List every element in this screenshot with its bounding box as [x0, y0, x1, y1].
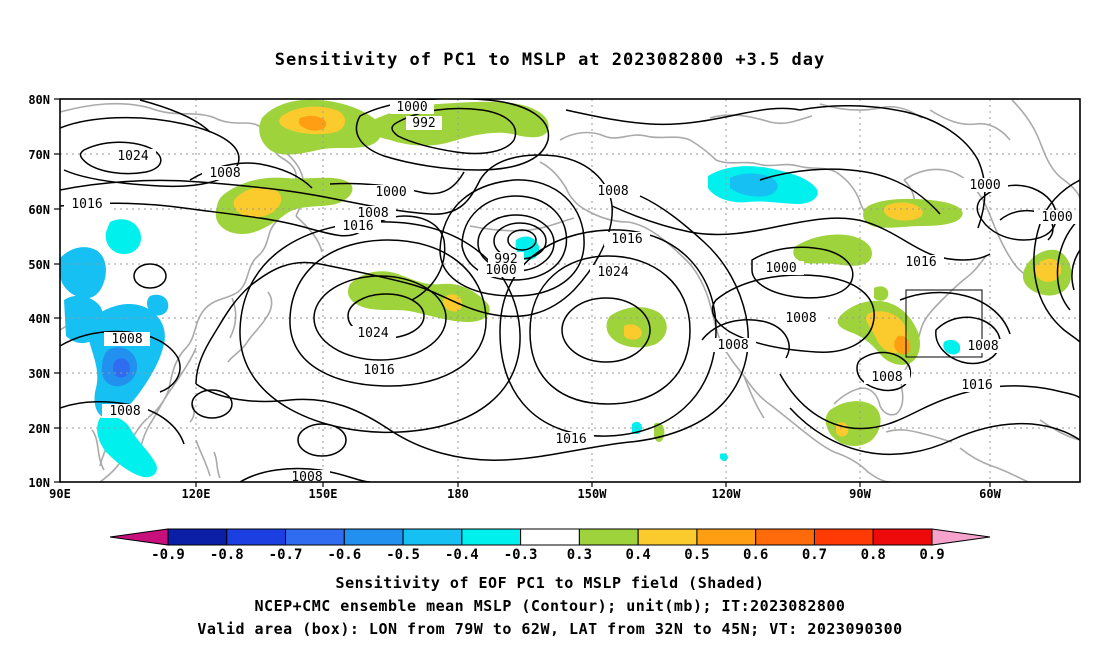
contour-label: 1008 [111, 332, 142, 347]
contour-label: 1016 [363, 363, 394, 378]
contour-label: 1000 [765, 261, 796, 276]
colorbar-cell [578, 528, 639, 546]
colorbar-cell [813, 528, 874, 546]
contour-label: 992 [412, 116, 435, 131]
plot-frame [59, 98, 1081, 483]
colorbar-label: -0.8 [210, 547, 244, 563]
contour-label: 1024 [597, 265, 628, 280]
colorbar-label: -0.7 [269, 547, 303, 563]
contour-label: 1024 [117, 149, 148, 164]
neg-region-core [113, 358, 130, 378]
contour-label: 1008 [785, 311, 816, 326]
contour-label: 1008 [209, 166, 240, 181]
neg-region [105, 219, 142, 254]
contour-label: 1000 [485, 263, 516, 278]
gridlines [60, 99, 1080, 482]
pos-region-strong [624, 324, 642, 340]
lat-tick: 40N [28, 312, 50, 326]
contour-label: 1024 [357, 326, 388, 341]
lat-tick: 50N [28, 258, 50, 272]
colorbar-label: 0.8 [861, 547, 886, 563]
contour-label: 1000 [969, 178, 1000, 193]
pos-region [793, 234, 872, 266]
contour-label: 1016 [71, 197, 102, 212]
colorbar-label: 0.3 [567, 547, 592, 563]
contour-label: 1016 [555, 432, 586, 447]
contour-label: 1008 [597, 184, 628, 199]
map-title: Sensitivity of PC1 to MSLP at 2023082800… [274, 50, 826, 70]
colorbar-cell [637, 528, 698, 546]
footer-line-3: Valid area (box): LON from 79W to 62W, L… [197, 620, 903, 638]
colorbar-cell [520, 528, 580, 546]
lon-tick: 120E [182, 487, 211, 501]
lon-tick: 150W [578, 487, 608, 501]
colorbar-cell [461, 528, 522, 546]
lat-tick: 20N [28, 422, 50, 436]
colorbar-label: -0.6 [327, 547, 361, 563]
colorbar-cell [872, 528, 933, 546]
pos-region-strong [1034, 258, 1062, 282]
lon-tick: 60W [979, 487, 1001, 501]
colorbar-cell [167, 528, 228, 546]
colorbar-low-arrow [109, 528, 169, 546]
pos-region-strong [883, 202, 923, 221]
contour-label: 1000 [396, 100, 427, 115]
contour-label: 1008 [291, 470, 322, 485]
contour-labels: 1000 992 1024 1008 1016 1000 1008 1016 1… [64, 100, 1080, 485]
lon-tick: 180 [447, 487, 469, 501]
colorbar-label: -0.4 [445, 547, 479, 563]
footer-line-2: NCEP+CMC ensemble mean MSLP (Contour); u… [254, 597, 846, 615]
colorbar-label: 0.4 [626, 547, 651, 563]
pos-region [874, 286, 889, 301]
colorbar-label: 0.7 [802, 547, 827, 563]
contour-label: 1008 [109, 404, 140, 419]
colorbar: -0.9 -0.8 -0.7 -0.6 -0.5 -0.4 -0.3 0.3 0.4 0.5 0.6… [109, 528, 991, 563]
footer-line-1: Sensitivity of EOF PC1 to MSLP field (Sh… [335, 574, 765, 592]
contour-label: 1008 [871, 370, 902, 385]
lat-tick: 80N [28, 93, 50, 107]
colorbar-cell [696, 528, 757, 546]
colorbar-high-arrow [931, 528, 991, 546]
lon-tick: 90W [849, 487, 871, 501]
lon-tick: 90E [49, 487, 71, 501]
colorbar-cell [285, 528, 345, 546]
colorbar-label: -0.3 [504, 547, 538, 563]
colorbar-label: -0.5 [386, 547, 420, 563]
colorbar-cell [226, 528, 287, 546]
contour-label: 1016 [961, 378, 992, 393]
lat-axis: 80N 70N 60N 50N 40N 30N 20N 10N [28, 93, 60, 490]
neg-region [943, 339, 961, 355]
lat-tick: 60N [28, 203, 50, 217]
contour-label: 1000 [375, 185, 406, 200]
contour-label: 1008 [967, 339, 998, 354]
neg-region [147, 294, 169, 316]
contour-label: 1016 [905, 255, 936, 270]
neg-region-strong [730, 173, 778, 197]
lon-tick: 150E [309, 487, 338, 501]
lat-tick: 10N [28, 476, 50, 490]
lon-axis: 90E 120E 150E 180 150W 120W 90W 60W [49, 482, 1002, 501]
neg-region [97, 416, 157, 478]
lat-tick: 70N [28, 148, 50, 162]
contour-label: 1000 [1041, 210, 1072, 225]
contour-label: 1016 [611, 232, 642, 247]
colorbar-cell [343, 528, 404, 546]
contour-label: 1008 [357, 206, 388, 221]
lon-tick: 120W [712, 487, 742, 501]
colorbar-label: -0.9 [151, 547, 185, 563]
pos-region-core [298, 115, 327, 131]
pos-region-strong [233, 187, 282, 218]
lat-tick: 30N [28, 367, 50, 381]
colorbar-cell [755, 528, 815, 546]
colorbar-cell [402, 528, 463, 546]
contour-label: 1016 [342, 219, 373, 234]
valid-area-box [905, 289, 983, 358]
colorbar-label: 0.9 [919, 547, 944, 563]
neg-region [60, 247, 106, 299]
colorbar-label: 0.6 [743, 547, 768, 563]
contour-label: 1008 [717, 338, 748, 353]
colorbar-label: 0.5 [684, 547, 709, 563]
